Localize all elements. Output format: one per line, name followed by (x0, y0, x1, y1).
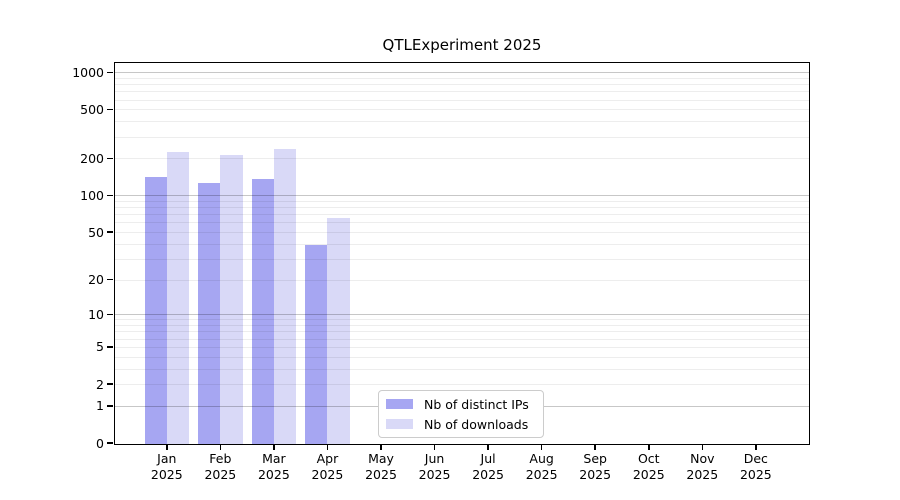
chart-title: QTLExperiment 2025 (382, 36, 542, 54)
x-tick-label: Oct 2025 (632, 451, 665, 482)
bar-downloads (166, 152, 189, 445)
y-tick-label: 500 (80, 101, 104, 117)
y-tick-mark (107, 346, 113, 348)
minor-gridline (114, 232, 810, 234)
y-tick-mark (107, 405, 113, 407)
y-tick-mark (107, 71, 113, 74)
minor-gridline (114, 84, 810, 86)
bar-distinct-ips (251, 179, 274, 445)
y-tick-label: 1 (96, 398, 104, 414)
y-tick-mark (107, 442, 113, 444)
y-tick-label: 5 (96, 339, 104, 355)
minor-gridline (114, 136, 810, 138)
x-tick-mark (380, 445, 382, 450)
minor-gridline (114, 368, 810, 370)
bar-downloads (273, 148, 297, 445)
plot-area (114, 62, 810, 445)
minor-gridline (114, 356, 810, 358)
legend-swatch-downloads (386, 419, 413, 429)
x-tick-mark (166, 445, 168, 450)
y-tick-mark (107, 157, 113, 160)
minor-gridline (114, 214, 810, 216)
minor-gridline (114, 279, 810, 281)
x-tick-label: Sep 2025 (579, 451, 612, 482)
x-tick-mark (326, 445, 329, 450)
y-tick-mark (107, 194, 113, 197)
minor-gridline (114, 338, 810, 340)
x-tick-label: Jul 2025 (472, 451, 504, 482)
minor-gridline (114, 331, 810, 333)
major-gridline (114, 72, 810, 74)
legend-label-distinct-ips: Nb of distinct IPs (424, 396, 529, 412)
y-tick-mark (107, 278, 113, 281)
x-tick-mark (648, 445, 650, 450)
bar-downloads (220, 155, 243, 445)
legend-label-downloads: Nb of downloads (424, 416, 529, 432)
y-tick-label: 100 (80, 187, 104, 203)
x-tick-label: Jan 2025 (150, 451, 183, 482)
y-tick-mark (107, 231, 113, 233)
x-tick-mark (594, 445, 596, 450)
legend-swatch-distinct-ips (386, 399, 413, 409)
x-tick-label: Mar 2025 (257, 451, 290, 482)
x-tick-mark (540, 445, 543, 450)
bar-downloads (327, 218, 350, 445)
minor-gridline (114, 243, 810, 245)
bar-distinct-ips (144, 177, 167, 445)
x-tick-label: Feb 2025 (204, 451, 237, 482)
y-tick-label: 50 (88, 224, 104, 240)
minor-gridline (114, 207, 810, 209)
y-tick-label: 2 (96, 376, 104, 392)
major-gridline (114, 314, 810, 316)
x-tick-label: Nov 2025 (686, 451, 719, 482)
x-tick-label: Aug 2025 (525, 451, 558, 482)
major-gridline (114, 195, 810, 197)
x-tick-mark (755, 445, 757, 450)
x-tick-label: Dec 2025 (739, 451, 772, 482)
y-tick-mark (107, 383, 113, 385)
minor-gridline (114, 200, 810, 202)
minor-gridline (114, 222, 810, 224)
x-tick-mark (433, 445, 436, 450)
x-tick-mark (219, 445, 222, 450)
x-tick-label: May 2025 (365, 451, 397, 482)
minor-gridline (114, 158, 810, 160)
minor-gridline (114, 77, 810, 79)
y-tick-mark (107, 313, 113, 316)
bar-distinct-ips (198, 183, 221, 445)
x-tick-mark (701, 445, 704, 450)
minor-gridline (114, 99, 810, 101)
x-tick-mark (273, 445, 275, 450)
y-tick-label: 0 (96, 435, 104, 451)
x-tick-label: Apr 2025 (311, 451, 344, 482)
legend-entry-downloads: Nb of downloads (386, 416, 543, 433)
minor-gridline (114, 384, 810, 386)
legend: Nb of distinct IPs Nb of downloads (378, 390, 544, 438)
legend-entry-distinct-ips: Nb of distinct IPs (386, 396, 543, 413)
y-tick-label: 20 (88, 272, 104, 288)
minor-gridline (114, 325, 810, 327)
y-tick-label: 1000 (72, 64, 104, 80)
minor-gridline (114, 109, 810, 111)
y-tick-label: 10 (88, 306, 104, 322)
x-tick-mark (487, 445, 489, 450)
bar-distinct-ips (305, 245, 328, 445)
minor-gridline (114, 319, 810, 321)
x-tick-label: Jun 2025 (418, 451, 451, 482)
y-tick-mark (107, 108, 113, 111)
minor-gridline (114, 346, 810, 348)
minor-gridline (114, 121, 810, 123)
minor-gridline (114, 91, 810, 93)
y-tick-label: 200 (80, 150, 104, 166)
minor-gridline (114, 258, 810, 260)
